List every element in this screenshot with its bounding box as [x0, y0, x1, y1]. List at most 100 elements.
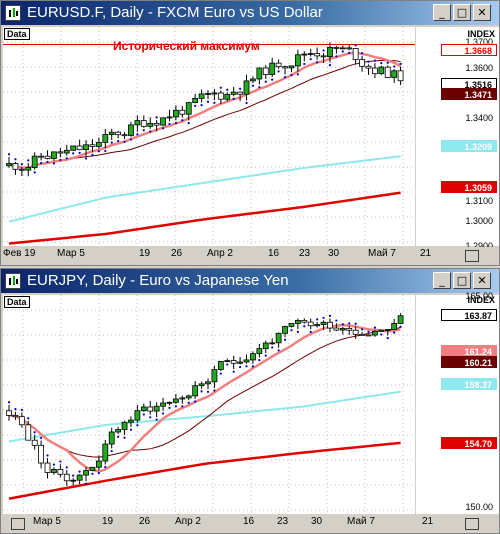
candle-body	[12, 163, 19, 170]
candle-body	[275, 332, 282, 344]
sar-dot	[149, 416, 152, 419]
candle-body	[153, 405, 160, 412]
candle-body	[160, 402, 166, 407]
sar-dot	[283, 76, 287, 79]
sar-dot	[341, 323, 344, 326]
candle-body	[378, 329, 385, 332]
sar-dot	[206, 390, 210, 393]
sar-dot	[14, 408, 17, 411]
sar-dot	[200, 390, 203, 393]
sar-dot	[39, 161, 43, 165]
candle-body	[198, 383, 205, 387]
scale-button[interactable]	[465, 518, 479, 530]
sar-dot	[226, 88, 229, 91]
sar-dot	[360, 328, 364, 331]
sar-dot	[194, 400, 197, 403]
sar-dot	[335, 319, 338, 322]
candle-body	[140, 120, 147, 127]
index-label: INDEX	[467, 29, 495, 39]
candlestick-chart[interactable]	[3, 27, 415, 246]
candle-body	[38, 444, 44, 464]
sar-dot	[380, 333, 383, 336]
candle-body	[31, 439, 38, 446]
date-axis: Фев 19 Мар 5 19 26 Апр 2 16 23 30 Май 7 21	[3, 247, 499, 265]
candle-body	[301, 319, 308, 323]
candle-body	[282, 326, 288, 334]
sar-dot	[386, 337, 389, 340]
candle-body	[192, 385, 199, 397]
minimize-button[interactable]: _	[433, 4, 451, 21]
sar-dot	[187, 401, 190, 404]
close-button[interactable]: ✕	[473, 272, 491, 289]
sar-dot	[226, 363, 229, 366]
sar-dot	[39, 436, 43, 440]
sar-dot	[104, 149, 107, 153]
sar-dot	[386, 61, 389, 64]
candle-body	[256, 67, 263, 80]
price-chart[interactable]: Data Исторический максимум	[3, 27, 415, 246]
sar-dot	[360, 52, 364, 55]
candle-body	[365, 334, 372, 337]
sar-dot	[264, 354, 267, 357]
maximize-button[interactable]: □	[453, 4, 471, 21]
ma-mid-line	[8, 326, 401, 458]
y-tick-label: 1.3000	[465, 216, 493, 226]
sar-dot	[123, 436, 126, 439]
sar-dot	[129, 428, 133, 431]
candle-body	[147, 122, 154, 127]
data-label: Data	[4, 296, 30, 308]
annotation-text: Исторический максимум	[113, 39, 260, 53]
price-chart[interactable]: Data	[3, 295, 415, 514]
ma-slow-line	[8, 390, 401, 443]
price-axis[interactable]: INDEX 1.37001.36001.35001.34001.33001.31…	[416, 27, 499, 251]
ma-long-line	[8, 191, 401, 245]
candle-body	[147, 406, 154, 412]
sar-dot	[168, 122, 171, 126]
sar-dot	[316, 318, 319, 321]
candle-body	[115, 131, 122, 136]
sar-dot	[238, 87, 242, 90]
candle-body	[294, 54, 301, 67]
sar-dot	[354, 44, 357, 47]
x-tick-label: 21	[420, 248, 432, 259]
candle-body	[359, 59, 365, 67]
minimize-button[interactable]: _	[433, 272, 451, 289]
candle-body	[237, 91, 243, 95]
sar-dot	[187, 122, 190, 125]
price-axis[interactable]: INDEX 165.00 150.00 163.87 161.24 160.21 158…	[416, 291, 499, 514]
close-button[interactable]: ✕	[473, 4, 491, 21]
candle-body	[185, 395, 192, 399]
sar-dot	[290, 73, 293, 77]
candle-body	[173, 109, 179, 118]
sar-dot	[213, 101, 216, 104]
scroll-left-button[interactable]	[11, 518, 25, 530]
scale-button[interactable]	[465, 250, 479, 262]
eurjpy-titlebar[interactable]: EURJPY, Daily - Euro vs Japanese Yen _ □…	[1, 269, 499, 293]
candle-body	[89, 466, 96, 471]
candle-body	[166, 401, 173, 404]
chart-icon[interactable]	[5, 5, 21, 21]
sar-dot	[367, 60, 370, 63]
sar-dot	[78, 470, 81, 473]
sar-dot	[271, 346, 274, 349]
candle-body	[230, 360, 237, 364]
chart-icon[interactable]	[5, 273, 21, 289]
price-tag: 160.21	[441, 356, 497, 368]
sar-dot	[65, 157, 68, 160]
date-axis: Мар 5 19 26 Апр 2 16 23 30 Май 7 21	[3, 515, 499, 533]
candle-body	[307, 53, 314, 55]
data-label: Data	[4, 28, 30, 40]
candle-body	[333, 327, 340, 331]
y-tick-label: 1.2900	[465, 241, 493, 251]
maximize-button[interactable]: □	[453, 272, 471, 289]
x-tick-label: 30	[328, 248, 340, 259]
candle-body	[378, 66, 385, 75]
sar-dot	[258, 86, 261, 89]
sar-dot	[380, 62, 383, 65]
candle-body	[224, 360, 231, 363]
eurusd-titlebar[interactable]: EURUSD.F, Daily - FXCM Euro vs US Dollar…	[1, 1, 499, 25]
candlestick-chart[interactable]	[3, 295, 415, 514]
sar-dot	[373, 326, 377, 329]
candle-body	[44, 155, 51, 159]
candle-body	[153, 122, 160, 126]
